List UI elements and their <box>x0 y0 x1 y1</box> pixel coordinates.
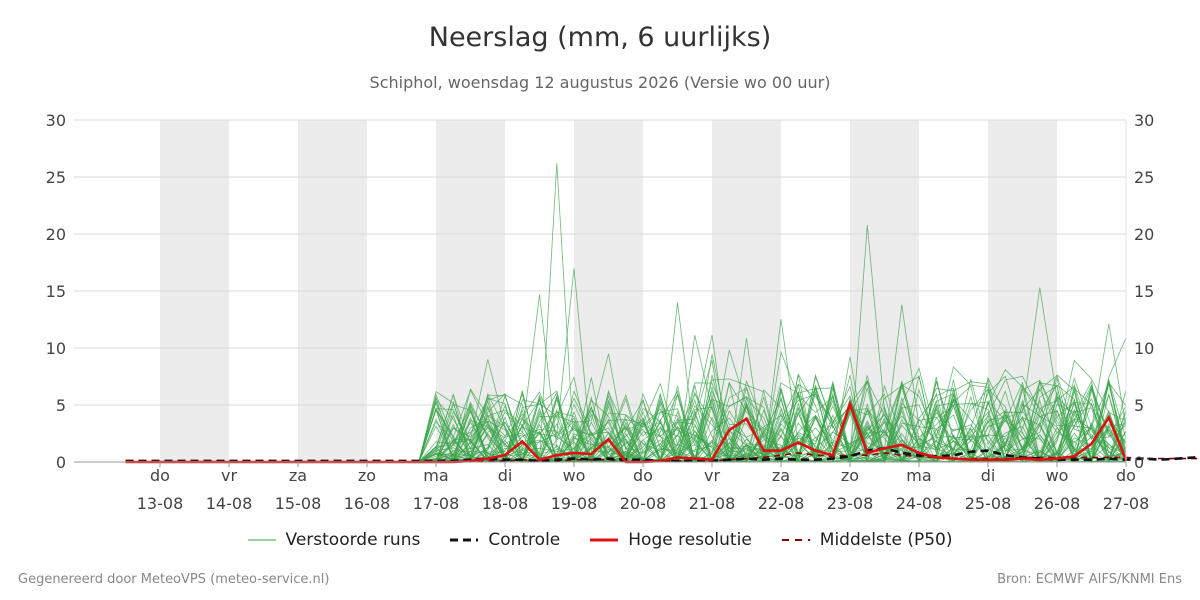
y-tick-label-left: 15 <box>46 282 66 301</box>
axes: 0 0 5 5 10 10 15 15 20 20 25 25 30 30 do 13-08 vr 14-08 za… <box>46 111 1155 513</box>
x-tick-day: wo <box>1046 466 1069 485</box>
y-tick-label-right: 30 <box>1134 111 1154 130</box>
legend-swatch-hires <box>590 538 619 542</box>
x-tick-date: 22-08 <box>758 494 805 513</box>
y-tick-label-right: 0 <box>1134 453 1144 472</box>
y-tick-label-left: 5 <box>56 396 66 415</box>
x-tick-day: za <box>289 466 307 485</box>
x-tick-day: do <box>1116 466 1136 485</box>
x-tick-day: zo <box>841 466 859 485</box>
x-tick-day: vr <box>221 466 237 485</box>
x-tick-date: 13-08 <box>137 494 184 513</box>
x-tick-day: di <box>981 466 996 485</box>
x-tick-date: 15-08 <box>275 494 322 513</box>
x-tick-day: di <box>498 466 513 485</box>
x-tick-date: 17-08 <box>413 494 460 513</box>
x-tick-date: 16-08 <box>344 494 391 513</box>
chart-subtitle: Schiphol, woensdag 12 augustus 2026 (Ver… <box>369 73 831 92</box>
x-tick-day: ma <box>906 466 931 485</box>
x-tick-date: 25-08 <box>965 494 1012 513</box>
x-tick-date: 24-08 <box>896 494 943 513</box>
chart-title: Neerslag (mm, 6 uurlijks) <box>428 22 772 53</box>
y-tick-label-left: 25 <box>46 168 66 187</box>
x-tick-day: ma <box>423 466 448 485</box>
legend-item-perturbed: Verstoorde runs <box>247 530 421 550</box>
x-tick-date: 23-08 <box>827 494 874 513</box>
y-tick-label-right: 15 <box>1134 282 1154 301</box>
footer-source: Bron: ECMWF AIFS/KNMI Ens <box>997 572 1182 587</box>
legend-swatch-control <box>450 538 479 542</box>
legend-item-hires: Hoge resolutie <box>590 530 752 550</box>
legend-swatch-median <box>781 539 810 541</box>
y-tick-label-left: 30 <box>46 111 66 130</box>
x-tick-date: 18-08 <box>482 494 529 513</box>
x-tick-date: 27-08 <box>1103 494 1150 513</box>
y-tick-label-right: 10 <box>1134 339 1154 358</box>
x-tick-day: za <box>772 466 790 485</box>
x-tick-day: vr <box>704 466 720 485</box>
legend-label-hires: Hoge resolutie <box>628 530 752 550</box>
x-tick-date: 20-08 <box>620 494 667 513</box>
legend-label-median: Middelste (P50) <box>819 530 953 550</box>
legend-swatch-perturbed <box>247 539 276 541</box>
y-tick-label-left: 0 <box>56 453 66 472</box>
legend-item-control: Controle <box>450 530 560 550</box>
x-tick-date: 26-08 <box>1034 494 1081 513</box>
x-tick-date: 21-08 <box>689 494 736 513</box>
legend-item-median: Middelste (P50) <box>781 530 953 550</box>
x-tick-date: 19-08 <box>551 494 598 513</box>
series-line-controle <box>125 446 1200 463</box>
y-tick-label-right: 5 <box>1134 396 1144 415</box>
legend: Verstoorde runs Controle Hoge resolutie … <box>0 530 1200 550</box>
legend-label-control: Controle <box>488 530 561 550</box>
x-tick-day: do <box>633 466 653 485</box>
y-tick-label-right: 25 <box>1134 168 1154 187</box>
y-tick-label-left: 10 <box>46 339 66 358</box>
legend-label-perturbed: Verstoorde runs <box>285 530 421 550</box>
x-tick-day: do <box>150 466 170 485</box>
x-tick-day: zo <box>358 466 376 485</box>
y-tick-label-left: 20 <box>46 225 66 244</box>
x-tick-day: wo <box>563 466 586 485</box>
y-tick-label-right: 20 <box>1134 225 1154 244</box>
footer-generated-by: Gegenereerd door MeteoVPS (meteo-service… <box>18 572 330 587</box>
x-tick-date: 14-08 <box>206 494 253 513</box>
